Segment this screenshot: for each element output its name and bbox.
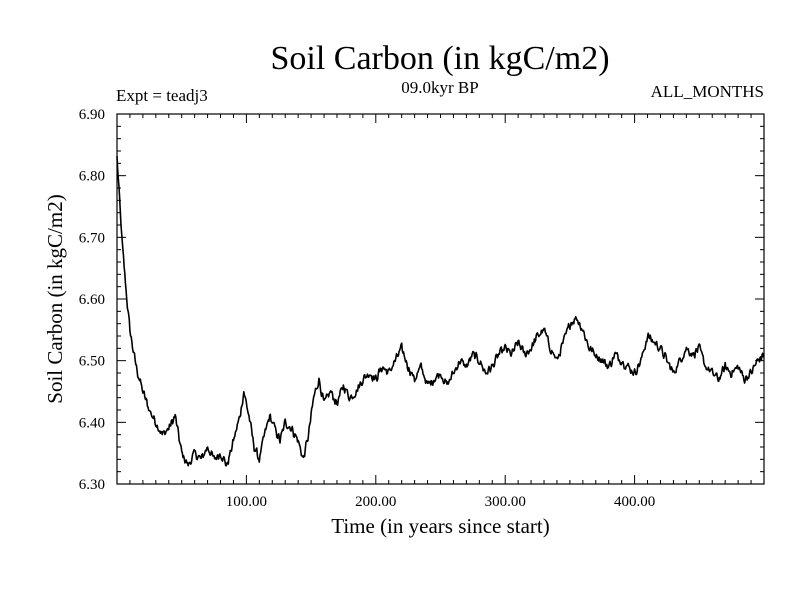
tick-labels: 100.00 200.00 300.00 400.00 6.30 6.40 6.50 6.60… <box>79 107 655 510</box>
series-layer <box>116 156 765 467</box>
y-tick-label: 6.30 <box>79 477 105 493</box>
x-axis-label: Time (in years since start) <box>331 514 550 538</box>
experiment-label: Expt = teadj3 <box>116 86 208 105</box>
tick-marks <box>117 114 764 484</box>
x-tick-label: 300.00 <box>485 494 526 510</box>
y-tick-label: 6.50 <box>79 354 105 370</box>
plot-frame <box>116 113 765 485</box>
x-tick-label: 200.00 <box>355 494 396 510</box>
period-label: ALL_MONTHS <box>650 82 764 101</box>
y-axis-label: Soil Carbon (in kgC/m2) <box>43 194 67 403</box>
series-line-soil-carbon <box>116 156 765 467</box>
y-tick-label: 6.60 <box>79 292 105 308</box>
y-tick-label: 6.70 <box>79 230 105 246</box>
y-tick-label: 6.90 <box>79 107 105 123</box>
x-tick-label: 100.00 <box>226 494 267 510</box>
chart-title: Soil Carbon (in kgC/m2) <box>270 40 610 77</box>
x-tick-label: 400.00 <box>614 494 655 510</box>
chart-subtitle: 09.0kyr BP <box>401 78 479 97</box>
y-tick-label: 6.80 <box>79 169 105 185</box>
y-tick-label: 6.40 <box>79 415 105 431</box>
